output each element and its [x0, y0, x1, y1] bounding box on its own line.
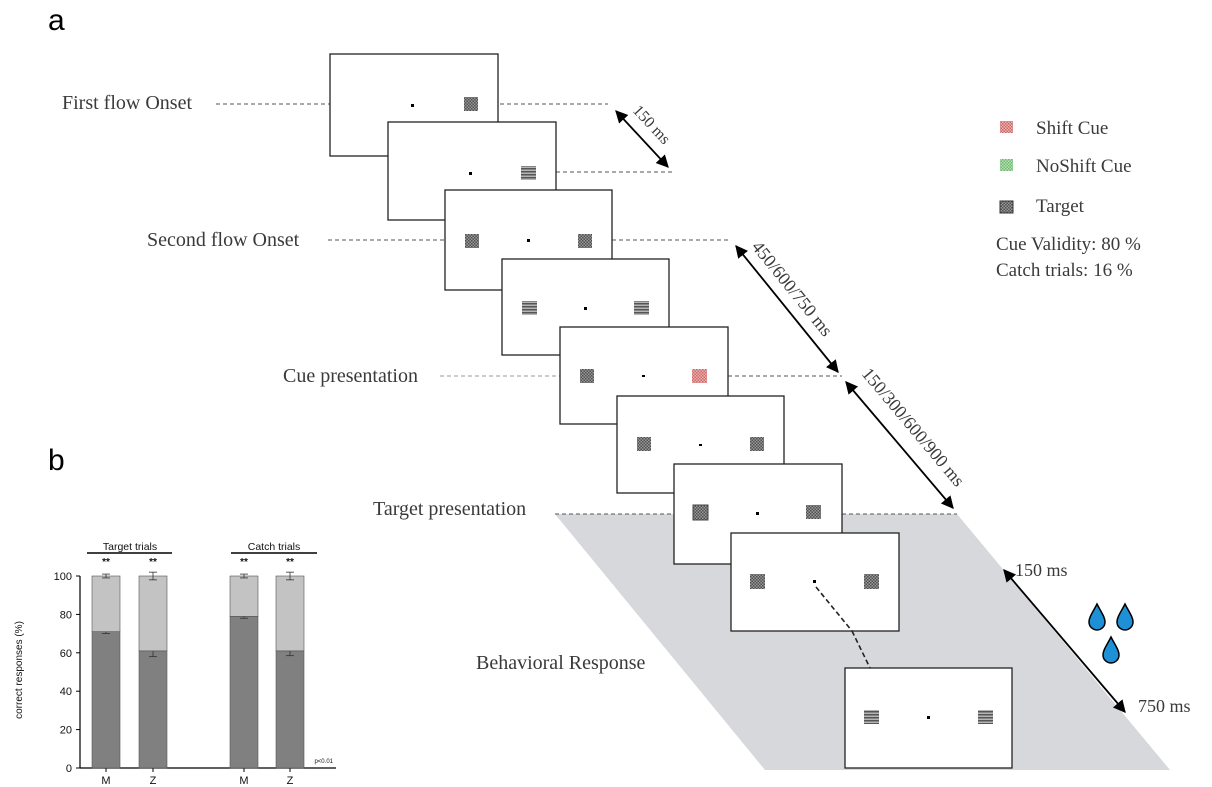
- reward-drops: [1088, 602, 1134, 664]
- stimulus-patch: [522, 301, 537, 315]
- error-bar: [102, 573, 110, 579]
- interval-arrow-3: [845, 381, 954, 509]
- error-bar: [149, 571, 157, 581]
- panel-b-label: b: [48, 444, 65, 477]
- stimulus-patch: [806, 505, 821, 519]
- stimulus-patch: [750, 437, 764, 451]
- target-presentation-label: Target presentation: [373, 498, 526, 520]
- second-flow-onset-label: Second flow Onset: [147, 229, 300, 251]
- catch-trials-text: Catch trials: 16 %: [996, 260, 1133, 281]
- y-axis: 0 20 40 60 80 100: [54, 571, 81, 775]
- significance-mark: **: [240, 557, 248, 568]
- legend-noshift-cue: NoShift Cue: [1036, 156, 1132, 177]
- fixation-point: [469, 172, 472, 175]
- frame-8: [730, 532, 900, 632]
- p-value-note: p<0.01: [314, 759, 333, 765]
- stimulus-patch: [864, 710, 879, 724]
- fixation-point: [813, 580, 816, 583]
- y-tick-label: 40: [60, 686, 72, 698]
- group-label-catch: Catch trials: [248, 541, 301, 553]
- reward-drop-icon: [1116, 602, 1134, 631]
- fixation-point: [756, 512, 759, 515]
- legend-target: Target: [1036, 196, 1085, 217]
- stimulus-patch: [750, 574, 765, 589]
- x-tick-label: M: [239, 775, 248, 787]
- response-start-label: 150 ms: [1015, 560, 1068, 580]
- panel-a-label: a: [48, 4, 65, 37]
- behavioral-response-label: Behavioral Response: [476, 652, 646, 674]
- y-tick-label: 100: [54, 571, 72, 583]
- y-tick-label: 80: [60, 609, 72, 621]
- significance-mark: **: [102, 557, 110, 568]
- stimulus-patch: [521, 166, 536, 180]
- shift-cue-swatch: [1000, 121, 1013, 133]
- bars: [91, 571, 305, 769]
- interval-arrow-2: [735, 245, 839, 373]
- interval-2-label: 450/600/750 ms: [748, 237, 837, 340]
- legend: Shift Cue NoShift Cue Target Cue Validit…: [996, 118, 1141, 281]
- cue-presentation-label: Cue presentation: [283, 365, 418, 387]
- stimulus-patch: [464, 97, 478, 111]
- response-window-arrow: [1003, 569, 1126, 713]
- noshift-cue-swatch: [1000, 159, 1013, 171]
- first-flow-onset-label: First flow Onset: [62, 92, 192, 114]
- x-tick-label: Z: [287, 775, 294, 787]
- reward-drop-icon: [1088, 602, 1106, 631]
- response-end-label: 750 ms: [1138, 696, 1191, 716]
- fixation-point: [527, 239, 530, 242]
- stimulus-patch: [978, 710, 993, 724]
- bar-segment: [229, 616, 259, 769]
- fixation-point: [699, 444, 702, 446]
- stimulus-patch: [580, 369, 594, 383]
- target-patch: [692, 504, 709, 521]
- significance-mark: **: [286, 557, 294, 568]
- stimulus-patch: [637, 437, 651, 451]
- stimulus-patch: [864, 574, 879, 589]
- fixation-point: [411, 104, 414, 107]
- bar-segment: [229, 575, 259, 617]
- error-bar: [240, 573, 248, 579]
- x-tick-label: Z: [150, 775, 157, 787]
- saccade-trace-lower: [851, 630, 871, 669]
- error-bar: [286, 571, 294, 581]
- shift-cue-patch: [692, 369, 707, 383]
- target-swatch: [999, 200, 1014, 214]
- y-tick-label: 60: [60, 648, 72, 660]
- interval-arrow-1: [615, 110, 669, 168]
- bar-segment: [91, 575, 121, 632]
- stimulus-patch: [578, 234, 592, 248]
- y-axis-label: correct responses (%): [14, 621, 25, 719]
- bar-segment: [91, 631, 121, 769]
- reward-drop-icon: [1102, 635, 1120, 664]
- frame-9-response: [844, 667, 1013, 769]
- cue-validity-text: Cue Validity: 80 %: [996, 234, 1141, 255]
- stimulus-patch: [465, 234, 479, 248]
- bar-segment: [275, 575, 305, 652]
- fixation-point: [927, 716, 930, 719]
- saccade-trace: [815, 586, 853, 632]
- legend-shift-cue: Shift Cue: [1036, 118, 1108, 139]
- fixation-point: [642, 375, 645, 377]
- bar-segment: [275, 650, 305, 769]
- group-label-target: Target trials: [103, 541, 157, 553]
- significance-mark: **: [149, 557, 157, 568]
- x-tick-label: M: [101, 775, 110, 787]
- stimulus-patch: [634, 301, 649, 315]
- fixation-point: [584, 307, 587, 310]
- bar-segment: [138, 575, 168, 652]
- y-tick-label: 0: [66, 763, 72, 775]
- interval-3-label: 150/300/600/900 ms: [858, 364, 969, 491]
- bar-segment: [138, 650, 168, 769]
- interval-1-label: 150 ms: [629, 102, 673, 148]
- y-tick-label: 20: [60, 725, 72, 737]
